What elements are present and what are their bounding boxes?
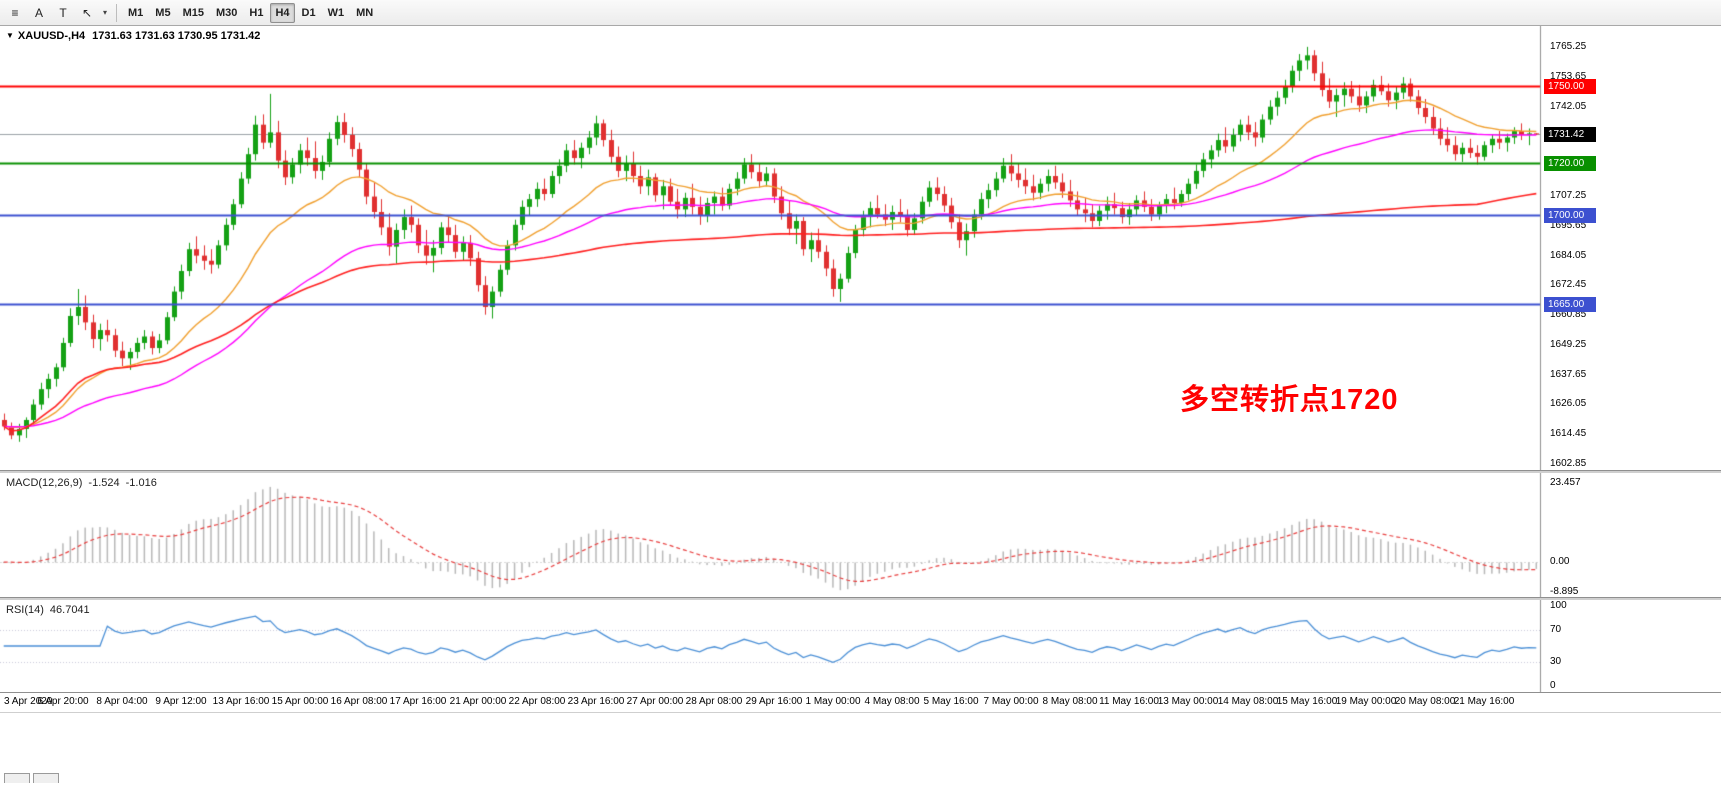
axis-tick: 23.457 bbox=[1550, 477, 1581, 488]
price-tick: 1649.25 bbox=[1550, 338, 1587, 350]
time-label: 23 Apr 16:00 bbox=[567, 696, 625, 707]
time-axis[interactable]: 3 Apr 2020 6 Apr 20:00 8 Apr 04:00 9 Apr 12… bbox=[0, 692, 1721, 712]
time-label: 6 Apr 20:00 bbox=[37, 696, 89, 707]
time-label: 14 May 08:00 bbox=[1217, 696, 1279, 707]
timeframe-W1[interactable]: W1 bbox=[327, 6, 345, 19]
price-tick: 1672.45 bbox=[1550, 279, 1587, 291]
macd-value-signal: -1.016 bbox=[125, 477, 157, 489]
macd-value-main: -1.524 bbox=[88, 477, 120, 489]
time-label: 11 May 16:00 bbox=[1099, 696, 1159, 707]
level-price-tag: 1665.00 bbox=[1544, 297, 1596, 313]
price-tick: 1707.25 bbox=[1550, 189, 1587, 201]
time-label: 21 May 16:00 bbox=[1453, 696, 1515, 707]
rsi-label: RSI(14) 46.7041 bbox=[6, 604, 96, 616]
axis-tick: -8.895 bbox=[1550, 586, 1579, 597]
axis-tick: 30 bbox=[1550, 656, 1562, 667]
annotation-a-icon[interactable]: A bbox=[34, 5, 43, 20]
chart-title: ▼ XAUUSD-,H4 1731.63 1731.63 1730.95 1731.… bbox=[6, 30, 260, 42]
time-label: 8 May 08:00 bbox=[1042, 696, 1098, 707]
time-label: 29 Apr 16:00 bbox=[745, 696, 803, 707]
rsi-value: 46.7041 bbox=[49, 604, 90, 616]
time-label: 22 Apr 08:00 bbox=[508, 696, 566, 707]
price-tick: 1753.65 bbox=[1550, 70, 1587, 82]
price-tick: 1602.85 bbox=[1550, 458, 1587, 469]
time-label: 5 May 16:00 bbox=[923, 696, 979, 707]
rsi-canvas[interactable] bbox=[0, 600, 1721, 692]
main-chart-canvas[interactable] bbox=[0, 26, 1721, 470]
timeframe-H1[interactable]: H1 bbox=[249, 6, 264, 19]
chart-symbol-period: XAUUSD-,H4 bbox=[17, 30, 86, 42]
axis-tick: 70 bbox=[1550, 624, 1562, 635]
time-label: 4 May 08:00 bbox=[864, 696, 920, 707]
price-tick: 1695.65 bbox=[1550, 219, 1587, 231]
panel-splitter[interactable] bbox=[0, 470, 1721, 473]
time-label: 1 May 00:00 bbox=[805, 696, 861, 707]
main-chart-panel: ▼ XAUUSD-,H4 1731.63 1731.63 1730.95 1731.… bbox=[0, 26, 1721, 470]
chart-annotation[interactable]: 多空转折点1720 bbox=[1180, 384, 1399, 416]
price-tick: 1614.45 bbox=[1550, 428, 1587, 440]
price-tick: 1637.65 bbox=[1550, 368, 1587, 380]
level-price-tag: 1700.00 bbox=[1544, 207, 1596, 223]
panel-splitter[interactable] bbox=[0, 597, 1721, 600]
price-tick: 1660.85 bbox=[1550, 309, 1587, 321]
time-label: 13 Apr 16:00 bbox=[212, 696, 270, 707]
price-tick: 1626.05 bbox=[1550, 398, 1587, 410]
rsi-panel: RSI(14) 46.7041 100 70 30 0 bbox=[0, 600, 1721, 692]
macd-panel: MACD(12,26,9) -1.524 -1.016 23.457 0.00 -8.8… bbox=[0, 473, 1721, 597]
toolbar: ≡ A T ↖ ▾ M1 M5 M15 M30 H1 H4 D1 W1 MN bbox=[0, 0, 1721, 26]
time-label: 15 May 16:00 bbox=[1276, 696, 1338, 707]
dropdown-caret-icon[interactable]: ▾ bbox=[102, 8, 107, 17]
macd-label: MACD(12,26,9) -1.524 -1.016 bbox=[6, 477, 163, 489]
minimized-chart-tab[interactable] bbox=[33, 773, 59, 783]
timeframe-MN[interactable]: MN bbox=[356, 6, 374, 19]
macd-name: MACD(12,26,9) bbox=[6, 477, 83, 489]
time-label: 27 Apr 00:00 bbox=[626, 696, 684, 707]
price-tick: 1684.05 bbox=[1550, 249, 1587, 261]
timeframe-H4[interactable]: H4 bbox=[270, 2, 295, 23]
time-label: 15 Apr 00:00 bbox=[271, 696, 329, 707]
workspace-bottom-area bbox=[0, 712, 1721, 785]
text-frame-icon[interactable]: T bbox=[59, 5, 67, 20]
timeframe-M5[interactable]: M5 bbox=[155, 6, 171, 19]
timeframe-M1[interactable]: M1 bbox=[128, 6, 144, 19]
macd-canvas[interactable] bbox=[0, 473, 1721, 597]
timeframe-D1[interactable]: D1 bbox=[301, 6, 316, 19]
time-label: 8 Apr 04:00 bbox=[96, 696, 148, 707]
minimized-chart-tab[interactable] bbox=[4, 773, 30, 783]
current-price-tag: 1731.42 bbox=[1544, 126, 1596, 142]
timeframe-M30[interactable]: M30 bbox=[215, 6, 238, 19]
chart-lines-icon[interactable]: ≡ bbox=[11, 5, 19, 20]
time-label: 19 May 00:00 bbox=[1335, 696, 1397, 707]
time-label: 7 May 00:00 bbox=[983, 696, 1039, 707]
time-label: 3 Apr 2020 bbox=[4, 696, 53, 707]
time-label: 28 Apr 08:00 bbox=[685, 696, 743, 707]
timeframe-M15[interactable]: M15 bbox=[182, 6, 204, 19]
chart-ohlc-values: 1731.63 1731.63 1730.95 1731.42 bbox=[92, 30, 261, 42]
price-tick: 1742.05 bbox=[1550, 100, 1587, 112]
time-label: 20 May 08:00 bbox=[1394, 696, 1456, 707]
time-label: 9 Apr 12:00 bbox=[155, 696, 207, 707]
level-price-tag: 1750.00 bbox=[1544, 79, 1596, 95]
axis-tick: 0.00 bbox=[1550, 556, 1570, 568]
time-label: 21 Apr 00:00 bbox=[449, 696, 507, 707]
chart-collapse-icon[interactable]: ▼ bbox=[6, 31, 14, 40]
axis-tick: 100 bbox=[1550, 600, 1567, 611]
axis-tick: 0 bbox=[1550, 680, 1556, 691]
time-label: 17 Apr 16:00 bbox=[389, 696, 447, 707]
time-label: 16 Apr 08:00 bbox=[330, 696, 388, 707]
rsi-name: RSI(14) bbox=[6, 604, 44, 616]
toolbar-separator bbox=[116, 3, 117, 22]
price-tick: 1765.25 bbox=[1550, 41, 1587, 52]
time-label: 13 May 00:00 bbox=[1157, 696, 1219, 707]
cursor-arrow-icon[interactable]: ↖ bbox=[81, 5, 93, 20]
level-price-tag: 1720.00 bbox=[1544, 156, 1596, 172]
